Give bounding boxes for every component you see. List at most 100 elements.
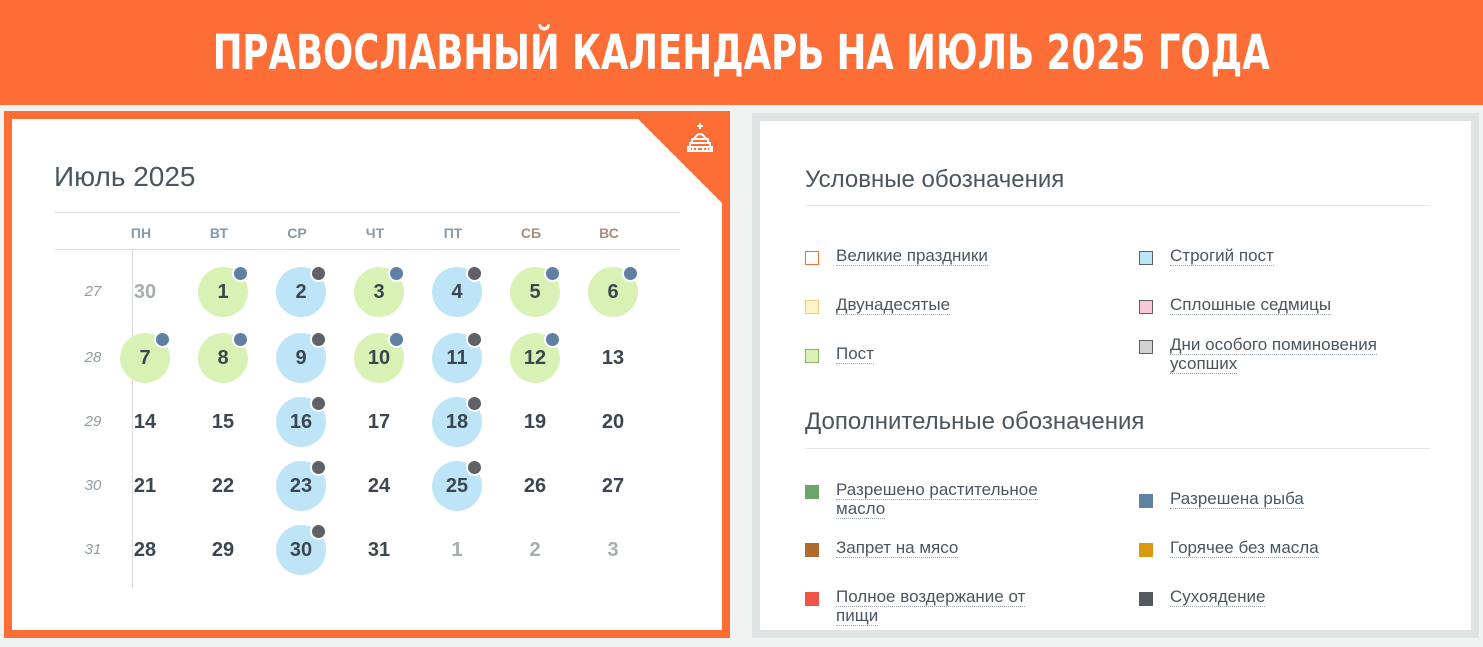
day-number: 5 xyxy=(529,280,541,303)
legend-item: Полное воздержание от пищи xyxy=(805,587,1071,626)
divider xyxy=(805,205,1430,206)
divider xyxy=(132,250,133,588)
day-number: 21 xyxy=(133,474,157,497)
weekday-label: ПТ xyxy=(443,225,463,241)
day-number: 1 xyxy=(451,538,463,561)
legend-label[interactable]: Пост xyxy=(836,344,874,364)
legend-label[interactable]: Горячее без масла xyxy=(1170,538,1319,558)
calendar-day[interactable]: 15 xyxy=(198,397,248,447)
legend-label[interactable]: Запрет на мясо xyxy=(836,538,959,558)
legend-label[interactable]: Строгий пост xyxy=(1170,246,1274,266)
calendar-day[interactable]: 26 xyxy=(510,461,560,511)
calendar-day[interactable]: 31 xyxy=(354,525,404,575)
calendar-day[interactable]: 5 xyxy=(510,265,561,317)
legend-swatch xyxy=(805,251,819,265)
day-number: 30 xyxy=(133,280,157,303)
weekday-label: ВС xyxy=(599,225,619,241)
calendar-frame: Июль 2025 ПН ВТ СР ЧТ ПТ СБ ВС 27 28 29 30 31 30 1 2… xyxy=(4,111,730,638)
day-number: 27 xyxy=(601,474,625,497)
calendar-day[interactable]: 19 xyxy=(510,397,560,447)
calendar-day[interactable]: 30 xyxy=(120,267,170,317)
legend-label[interactable]: Великие праздники xyxy=(836,246,988,266)
day-number: 22 xyxy=(211,474,235,497)
legend-item: Разрешено растительное масло xyxy=(805,480,1071,519)
day-number: 4 xyxy=(451,280,463,303)
day-number: 6 xyxy=(607,280,619,303)
legend-item: Сплошные седмицы xyxy=(1139,295,1332,315)
dry-eating-marker xyxy=(466,459,483,476)
calendar-day[interactable]: 12 xyxy=(510,331,561,383)
legend-swatch xyxy=(1139,340,1153,354)
calendar-day[interactable]: 13 xyxy=(588,333,638,383)
legend-item: Запрет на мясо xyxy=(805,538,959,558)
calendar-day[interactable]: 28 xyxy=(120,525,170,575)
calendar-day[interactable]: 30 xyxy=(276,523,327,575)
week-number: 28 xyxy=(84,349,102,366)
dry-eating-marker xyxy=(466,265,483,282)
legend-content: Условные обозначения Великие праздники Ст… xyxy=(760,121,1471,630)
calendar-day[interactable]: 2 xyxy=(510,525,560,575)
calendar-panel: Июль 2025 ПН ВТ СР ЧТ ПТ СБ ВС 27 28 29 30 31 30 1 2… xyxy=(12,111,730,630)
calendar-day[interactable]: 22 xyxy=(198,461,248,511)
legend-swatch xyxy=(1139,543,1153,557)
calendar-day[interactable]: 9 xyxy=(276,331,327,383)
legend-item: Горячее без масла xyxy=(1139,538,1319,558)
legend-swatch xyxy=(1139,592,1153,606)
dry-eating-marker xyxy=(310,395,327,412)
calendar-day[interactable]: 27 xyxy=(588,461,638,511)
calendar-day[interactable]: 29 xyxy=(198,525,248,575)
calendar-day[interactable]: 1 xyxy=(198,265,249,317)
legend-item: Строгий пост xyxy=(1139,246,1274,266)
calendar-day[interactable]: 21 xyxy=(120,461,170,511)
legend-label[interactable]: Дни особого поминовения усопших xyxy=(1170,335,1377,374)
page-banner: ПРАВОСЛАВНЫЙ КАЛЕНДАРЬ НА ИЮЛЬ 2025 ГОДА xyxy=(0,0,1483,105)
legend-panel: Условные обозначения Великие праздники Ст… xyxy=(752,113,1479,638)
calendar-day[interactable]: 18 xyxy=(432,395,483,447)
legend-heading: Условные обозначения xyxy=(805,166,1065,193)
fish-allowed-marker xyxy=(544,331,561,348)
day-number: 31 xyxy=(367,538,391,561)
legend-label[interactable]: Сухоядение xyxy=(1170,587,1266,607)
calendar-day[interactable]: 4 xyxy=(432,265,483,317)
day-number: 15 xyxy=(211,410,235,433)
legend-swatch xyxy=(1139,251,1153,265)
calendar-day[interactable]: 24 xyxy=(354,461,404,511)
legend-label[interactable]: Разрешено растительное масло xyxy=(836,480,1038,519)
calendar-day[interactable]: 11 xyxy=(432,331,483,383)
day-number: 30 xyxy=(289,538,313,561)
calendar-day[interactable]: 17 xyxy=(354,397,404,447)
calendar-day[interactable]: 10 xyxy=(354,331,405,383)
calendar-day[interactable]: 3 xyxy=(354,265,405,317)
legend-label[interactable]: Сплошные седмицы xyxy=(1170,295,1332,315)
calendar-day[interactable]: 3 xyxy=(588,525,638,575)
dry-eating-marker xyxy=(466,395,483,412)
legend-item: Разрешена рыба xyxy=(1139,489,1304,509)
weekday-label: ПН xyxy=(130,225,152,241)
legend-swatch xyxy=(805,300,819,314)
calendar-day[interactable]: 23 xyxy=(276,459,327,511)
calendar-day[interactable]: 20 xyxy=(588,397,638,447)
dry-eating-marker xyxy=(310,523,327,540)
day-number: 18 xyxy=(445,410,469,433)
legend-label[interactable]: Двунадесятые xyxy=(836,295,951,315)
legend-label[interactable]: Полное воздержание от пищи xyxy=(836,587,1026,626)
day-number: 11 xyxy=(446,346,468,369)
calendar-day[interactable]: 7 xyxy=(120,331,171,383)
calendar-day[interactable]: 25 xyxy=(432,459,483,511)
legend-item: Великие праздники xyxy=(805,246,988,266)
calendar-month-title: Июль 2025 xyxy=(54,161,196,192)
weekday-label: ЧТ xyxy=(365,225,385,241)
calendar-day[interactable]: 2 xyxy=(276,265,327,317)
legend-item: Сухоядение xyxy=(1139,587,1266,607)
weekday-label: СБ xyxy=(520,225,542,241)
day-number: 28 xyxy=(133,538,157,561)
calendar-day[interactable]: 6 xyxy=(588,265,639,317)
fish-allowed-marker xyxy=(544,265,561,282)
calendar-day[interactable]: 16 xyxy=(276,395,327,447)
calendar-day[interactable]: 1 xyxy=(432,525,482,575)
calendar-day[interactable]: 14 xyxy=(120,397,170,447)
day-number: 7 xyxy=(139,346,151,369)
day-number: 24 xyxy=(367,474,391,497)
calendar-day[interactable]: 8 xyxy=(198,331,249,383)
legend-label[interactable]: Разрешена рыба xyxy=(1170,489,1304,509)
